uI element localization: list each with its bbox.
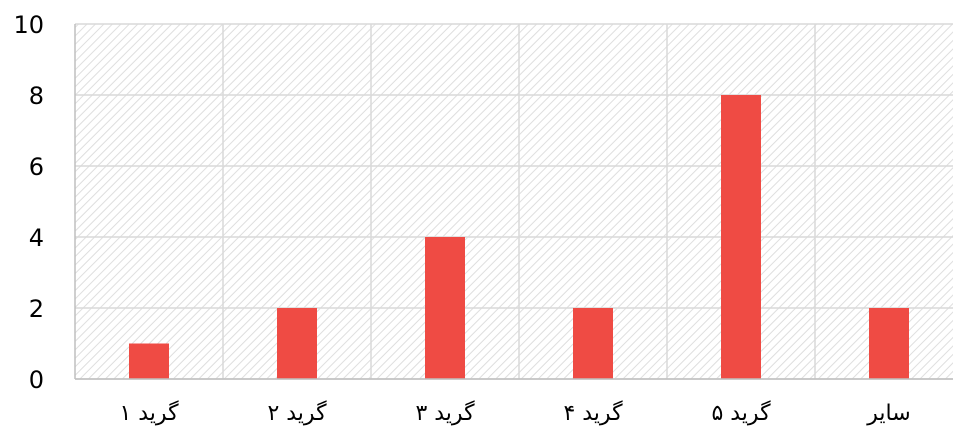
y-tick-label: 4 [29,224,44,252]
y-tick-label: 10 [13,11,44,39]
x-tick-label: گرید ۲ [267,400,327,426]
y-tick-label: 8 [29,82,44,110]
y-tick-label: 0 [29,366,44,394]
y-tick-label: 2 [29,295,44,323]
bar [425,237,465,379]
y-tick-labels: 0 2 4 6 8 10 [13,11,44,394]
x-tick-labels: گرید ۱ گرید ۲ گرید ۳ گرید ۴ گرید ۵ سایر [119,400,910,426]
y-tick-label: 6 [29,153,44,181]
x-tick-label: گرید ۳ [415,400,475,426]
x-tick-label: گرید ۵ [711,400,771,426]
bar [869,308,909,379]
plot-area-background [75,24,953,379]
bars [129,95,909,379]
grid-lines [75,23,953,380]
x-tick-label: گرید ۴ [563,400,623,426]
bar [129,343,169,379]
x-tick-label: گرید ۱ [119,400,179,426]
bar [721,95,761,379]
x-tick-label: سایر [866,401,910,426]
bar [277,308,317,379]
axes [74,24,953,380]
bar [573,308,613,379]
